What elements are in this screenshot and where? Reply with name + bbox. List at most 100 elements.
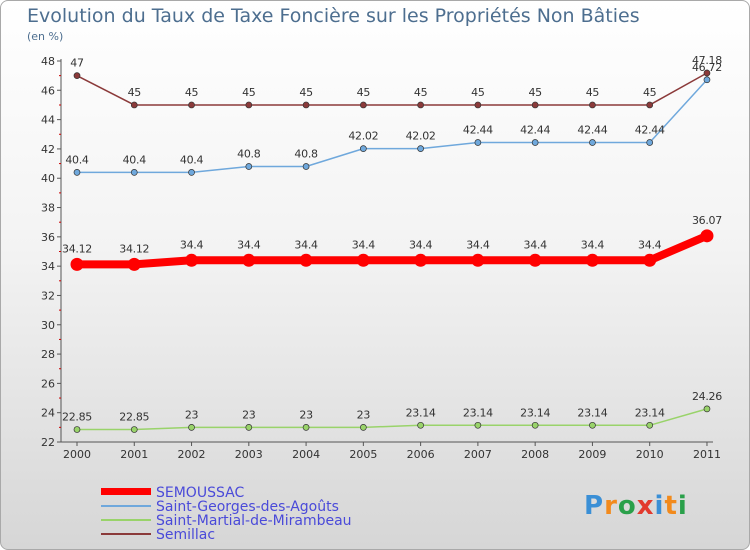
data-label: 42.44	[635, 123, 665, 136]
data-point	[73, 169, 81, 176]
series-line	[76, 72, 708, 106]
data-point	[700, 229, 714, 243]
data-label: 45	[242, 86, 256, 99]
data-label: 46.72	[692, 61, 722, 74]
data-label: 45	[586, 86, 600, 99]
data-point	[471, 253, 485, 267]
data-point	[360, 101, 367, 109]
data-point	[585, 253, 599, 267]
data-label: 47	[70, 57, 84, 70]
data-point	[245, 423, 253, 431]
data-point	[130, 426, 138, 433]
data-label: 42.44	[463, 123, 493, 136]
series-line	[76, 79, 708, 174]
y-tick-label: 34	[41, 260, 55, 273]
y-tick-label: 26	[41, 377, 55, 390]
y-tick-label: 46	[41, 84, 55, 97]
data-point	[474, 101, 482, 109]
data-label: 45	[471, 86, 485, 99]
data-label: 40.4	[65, 153, 89, 166]
y-tick-label: 22	[41, 436, 55, 449]
x-tick-label: 2002	[178, 448, 206, 461]
y-tick-label: 42	[41, 143, 55, 156]
data-point	[589, 421, 596, 429]
data-label: 42.02	[406, 130, 436, 143]
data-point	[188, 101, 195, 109]
data-label: 45	[128, 86, 142, 99]
legend-label: SEMOUSSAC	[156, 485, 245, 501]
data-point	[302, 163, 310, 170]
data-label: 23.14	[520, 406, 550, 419]
data-point	[417, 421, 424, 429]
y-tick-label: 24	[41, 407, 55, 420]
data-label: 23.14	[577, 406, 607, 419]
y-unit-label: (en %)	[27, 30, 64, 43]
x-tick-label: 2004	[292, 448, 320, 461]
data-label: 42.02	[348, 130, 378, 143]
data-label: 23	[242, 408, 256, 421]
data-label: 23	[185, 408, 199, 421]
logo-letter: o	[617, 491, 637, 521]
data-label: 34.4	[294, 238, 318, 251]
data-point	[299, 253, 313, 267]
data-point	[703, 76, 711, 84]
logo-letter: i	[654, 491, 665, 521]
y-tick-label: 48	[41, 55, 55, 68]
data-label: 34.4	[638, 238, 662, 251]
data-point	[302, 101, 310, 109]
data-label: 23.14	[406, 406, 436, 419]
data-point	[417, 101, 424, 109]
data-label: 22.85	[119, 411, 149, 424]
y-tick-label: 38	[41, 202, 55, 215]
y-tick-label: 30	[41, 319, 55, 332]
data-label: 34.4	[581, 238, 605, 251]
data-label: 36.07	[692, 214, 722, 227]
x-tick-label: 2006	[407, 448, 435, 461]
data-label: 40.4	[123, 153, 147, 166]
data-point	[531, 139, 539, 146]
data-label: 34.4	[466, 238, 490, 251]
data-label: 34.12	[119, 242, 149, 255]
data-label: 42.44	[577, 123, 607, 136]
data-label: 45	[528, 86, 542, 99]
data-point	[531, 101, 539, 109]
data-point	[703, 405, 711, 413]
data-point	[245, 163, 253, 170]
data-point	[646, 101, 654, 109]
legend-swatch	[101, 488, 151, 495]
data-point	[130, 169, 138, 176]
x-tick-label: 2010	[636, 448, 664, 461]
series-line	[73, 231, 711, 269]
data-point	[528, 253, 542, 267]
legend-label: Saint-Georges-des-Agoûts	[156, 499, 339, 515]
data-point	[646, 139, 654, 146]
data-point	[356, 253, 370, 267]
legend-swatch	[101, 533, 151, 535]
logo-letter: t	[664, 491, 678, 521]
data-point	[188, 423, 195, 431]
y-tick-label: 40	[41, 172, 55, 185]
data-point	[360, 145, 367, 152]
x-tick-label: 2011	[693, 448, 721, 461]
x-tick-label: 2001	[120, 448, 148, 461]
legend-swatch	[101, 519, 151, 521]
data-point	[589, 139, 596, 146]
x-tick-label: 2008	[521, 448, 549, 461]
data-point	[589, 101, 596, 109]
proxiti-logo: Proxiti	[584, 491, 688, 521]
data-point	[646, 421, 654, 429]
data-label: 40.8	[237, 148, 261, 161]
x-tick-label: 2009	[578, 448, 606, 461]
data-point	[245, 101, 253, 109]
data-label: 22.85	[62, 411, 92, 424]
data-point	[70, 257, 84, 271]
data-label: 34.4	[352, 238, 376, 251]
data-label: 34.4	[409, 238, 433, 251]
data-point	[127, 257, 141, 271]
logo-letter: r	[604, 491, 618, 521]
data-label: 47.18	[692, 54, 722, 67]
data-point	[414, 253, 428, 267]
data-label: 34.4	[237, 238, 261, 251]
